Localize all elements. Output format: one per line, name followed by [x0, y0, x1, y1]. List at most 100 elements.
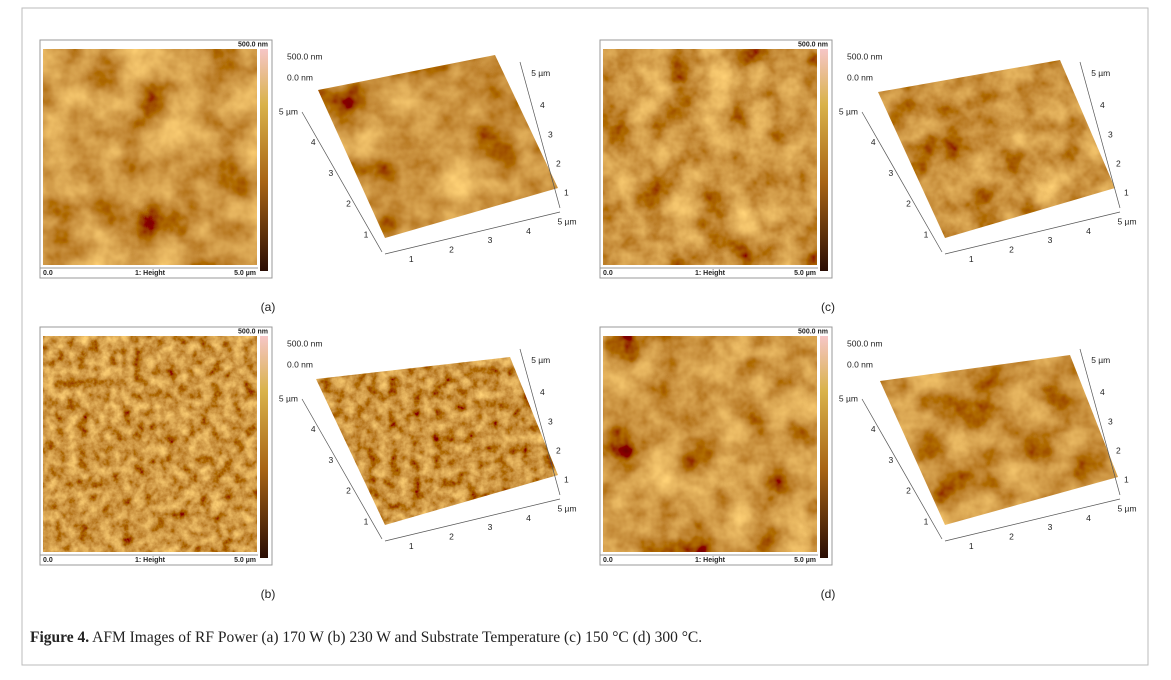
map-channel: 1: Height	[135, 270, 166, 277]
z-min: 0.0 nm	[287, 359, 313, 369]
color-bar	[820, 336, 828, 558]
height-map	[603, 49, 817, 265]
map-channel: 1: Height	[695, 557, 726, 564]
right-ticks: 3	[1108, 416, 1113, 426]
left-ticks: 4	[871, 424, 876, 434]
panel-label: (d)	[821, 587, 836, 601]
map-x-start: 0.0	[603, 557, 613, 564]
front-ticks: 3	[488, 522, 493, 532]
height-map	[43, 49, 257, 265]
right-ticks: 2	[1116, 445, 1121, 455]
left-ticks: 1	[924, 229, 929, 239]
right-ticks: 2	[556, 158, 561, 168]
figure-border	[21, 7, 1149, 666]
caption: Figure 4. AFM Images of RF Power (a) 170…	[30, 629, 702, 646]
front-ticks: 3	[488, 235, 493, 245]
right-ticks: 4	[540, 387, 545, 397]
left-axis	[861, 111, 943, 253]
front-ticks: 1	[969, 254, 974, 264]
front-ticks: 5 µm	[557, 504, 576, 514]
left-ticks: 5 µm	[279, 106, 298, 116]
right-ticks: 5 µm	[1091, 68, 1110, 78]
front-axis	[944, 211, 1121, 255]
height-map	[43, 336, 257, 552]
front-ticks: 3	[1048, 522, 1053, 532]
left-ticks: 4	[311, 424, 316, 434]
left-ticks: 5 µm	[839, 393, 858, 403]
front-axis	[384, 498, 561, 542]
z-max: 500.0 nm	[847, 51, 882, 61]
right-ticks: 4	[1100, 100, 1105, 110]
afm-panel: 500.0 nm 0.0 1: Height 5.0 µm 500.0 nm 0.0 nm…	[599, 39, 1137, 314]
right-ticks: 2	[1116, 158, 1121, 168]
map-x-end: 5.0 µm	[794, 557, 816, 564]
z-min: 0.0 nm	[287, 72, 313, 82]
map-scale-max: 500.0 nm	[238, 41, 268, 48]
afm-panel: 500.0 nm 0.0 1: Height 5.0 µm 500.0 nm 0.0 nm…	[39, 326, 577, 601]
surface-3d	[316, 357, 558, 525]
front-ticks: 1	[969, 541, 974, 551]
map-scale-max: 500.0 nm	[798, 328, 828, 335]
color-bar	[260, 336, 268, 558]
map-channel: 1: Height	[135, 557, 166, 564]
left-ticks: 5 µm	[279, 393, 298, 403]
right-ticks: 3	[1108, 129, 1113, 139]
color-bar	[820, 49, 828, 271]
z-max: 500.0 nm	[287, 51, 322, 61]
front-axis	[944, 498, 1121, 542]
map-x-start: 0.0	[43, 557, 53, 564]
z-max: 500.0 nm	[287, 338, 322, 348]
afm-panel: 500.0 nm 0.0 1: Height 5.0 µm 500.0 nm 0.0 nm…	[39, 39, 577, 314]
caption-label: Figure 4.	[30, 629, 89, 646]
front-ticks: 4	[526, 513, 531, 523]
left-ticks: 2	[346, 486, 351, 496]
front-ticks: 2	[449, 244, 454, 254]
right-ticks: 5 µm	[531, 355, 550, 365]
right-ticks: 2	[556, 445, 561, 455]
left-ticks: 5 µm	[839, 106, 858, 116]
front-ticks: 4	[1086, 513, 1091, 523]
map-scale-max: 500.0 nm	[238, 328, 268, 335]
left-ticks: 2	[906, 199, 911, 209]
left-ticks: 2	[906, 486, 911, 496]
left-ticks: 1	[924, 516, 929, 526]
z-min: 0.0 nm	[847, 72, 873, 82]
front-ticks: 1	[409, 254, 414, 264]
left-ticks: 4	[311, 137, 316, 147]
panel-label: (a)	[261, 300, 276, 314]
afm-panel: 500.0 nm 0.0 1: Height 5.0 µm 500.0 nm 0.0 nm…	[599, 326, 1137, 601]
left-axis	[301, 111, 383, 253]
right-ticks: 1	[1124, 188, 1129, 198]
map-x-end: 5.0 µm	[234, 270, 256, 277]
height-map	[603, 336, 817, 552]
left-ticks: 2	[346, 199, 351, 209]
z-max: 500.0 nm	[847, 338, 882, 348]
front-ticks: 2	[1009, 531, 1014, 541]
panel-label: (c)	[821, 300, 835, 314]
right-ticks: 3	[548, 129, 553, 139]
map-x-end: 5.0 µm	[234, 557, 256, 564]
front-ticks: 5 µm	[557, 217, 576, 227]
right-axis	[1079, 348, 1121, 496]
front-ticks: 1	[409, 541, 414, 551]
surface-3d	[878, 60, 1115, 238]
left-ticks: 3	[328, 455, 333, 465]
front-ticks: 4	[1086, 226, 1091, 236]
panel-label: (b)	[261, 587, 276, 601]
front-ticks: 5 µm	[1117, 217, 1136, 227]
right-ticks: 1	[1124, 475, 1129, 485]
map-scale-max: 500.0 nm	[798, 41, 828, 48]
right-ticks: 5 µm	[531, 68, 550, 78]
surface-3d	[318, 55, 558, 238]
right-ticks: 3	[548, 416, 553, 426]
left-ticks: 3	[328, 168, 333, 178]
map-x-end: 5.0 µm	[794, 270, 816, 277]
right-ticks: 5 µm	[1091, 355, 1110, 365]
left-ticks: 3	[888, 455, 893, 465]
map-channel: 1: Height	[695, 270, 726, 277]
left-axis	[861, 398, 943, 540]
left-ticks: 1	[364, 516, 369, 526]
front-ticks: 5 µm	[1117, 504, 1136, 514]
